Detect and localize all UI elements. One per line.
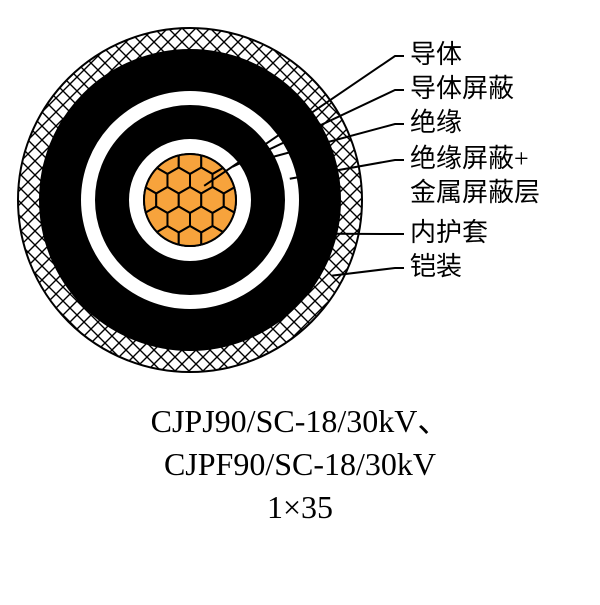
label-conductor-shield: 导体屏蔽 [410, 73, 514, 104]
label-insulation-shield: 绝缘屏蔽+ [410, 143, 529, 174]
label-inner-sheath: 内护套 [410, 217, 488, 248]
label-conductor: 导体 [410, 39, 462, 70]
label-armor: 铠装 [410, 251, 462, 282]
label-insulation: 绝缘 [410, 107, 462, 138]
caption: CJPJ90/SC-18/30kV、 CJPF90/SC-18/30kV 1×3… [0, 400, 600, 530]
caption-line-1: CJPJ90/SC-18/30kV、 [0, 400, 600, 443]
caption-line-2: CJPF90/SC-18/30kV [0, 443, 600, 486]
label-metal-shield: 金属屏蔽层 [410, 177, 540, 208]
caption-line-3: 1×35 [0, 486, 600, 529]
